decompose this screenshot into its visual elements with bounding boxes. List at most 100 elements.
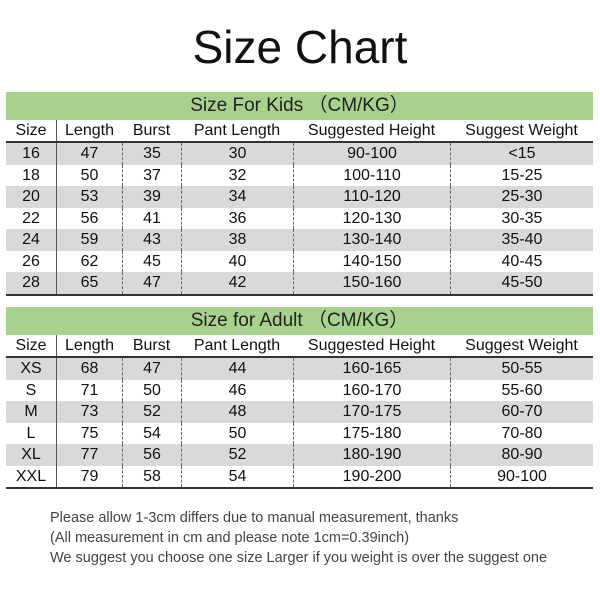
table-cell: 160-170 <box>293 379 450 401</box>
table-cell: 35-40 <box>450 229 593 251</box>
kids-table-heading: Size For Kids （CM/KG） <box>6 92 593 120</box>
kids-size-table: Size For Kids （CM/KG） Size Length Burst Pan… <box>6 92 593 296</box>
table-cell: S <box>25 381 37 399</box>
table-row: M 73 52 48 170-175 60-70 <box>6 401 593 423</box>
table-cell: 16 <box>22 145 40 162</box>
table-cell: 52 <box>122 401 181 423</box>
table-cell: 170-175 <box>293 401 450 423</box>
table-cell: 28 <box>22 274 40 291</box>
table-row: 18 50 37 32 100-110 15-25 <box>6 164 593 186</box>
adult-table-heading: Size for Adult （CM/KG） <box>6 307 593 335</box>
table-cell: L <box>26 424 36 442</box>
column-header: Burst <box>132 122 171 139</box>
table-cell: 150-160 <box>293 272 450 294</box>
table-cell: 50-55 <box>450 358 593 380</box>
table-cell: 18 <box>22 166 40 184</box>
table-cell: 140-150 <box>293 250 450 272</box>
column-header: Suggest Weight <box>465 122 578 139</box>
table-cell: 58 <box>122 465 181 487</box>
table-cell: 30-35 <box>450 207 593 229</box>
table-cell: 47 <box>122 358 181 380</box>
column-header: Pant Length <box>193 122 281 139</box>
table-cell: 41 <box>122 207 181 229</box>
table-row: L 75 54 50 175-180 70-80 <box>6 422 593 444</box>
note-line: (All measurement in cm and please note 1… <box>50 530 410 546</box>
table-row: 28 65 47 42 150-160 45-50 <box>6 272 593 296</box>
table-cell: 37 <box>122 164 181 186</box>
table-cell: 40 <box>181 250 293 272</box>
table-cell: 190-200 <box>293 465 450 487</box>
table-cell: 40-45 <box>450 250 593 272</box>
table-cell: 43 <box>122 229 181 251</box>
table-cell: 75 <box>56 422 122 444</box>
table-cell: 50 <box>181 422 293 444</box>
table-cell: XXL <box>15 467 47 485</box>
table-cell: 175-180 <box>293 422 450 444</box>
table-cell: 30 <box>181 143 293 165</box>
table-cell: 90-100 <box>293 143 450 165</box>
table-cell: 56 <box>122 444 181 466</box>
table-row: S 71 50 46 160-170 55-60 <box>6 379 593 401</box>
table-cell: 35 <box>122 143 181 165</box>
table-cell: XS <box>20 360 42 377</box>
table-row: 22 56 41 36 120-130 30-35 <box>6 207 593 229</box>
table-cell: 100-110 <box>293 164 450 186</box>
table-cell: 47 <box>56 143 122 165</box>
table-cell: 22 <box>22 209 40 227</box>
table-cell: 38 <box>181 229 293 251</box>
column-header: Length <box>56 120 122 141</box>
table-cell: 39 <box>122 186 181 208</box>
column-header: Size <box>15 337 47 354</box>
table-cell: 54 <box>122 422 181 444</box>
column-header: Suggested Height <box>307 337 436 354</box>
table-cell: 50 <box>122 379 181 401</box>
table-row: XXL 79 58 54 190-200 90-100 <box>6 465 593 489</box>
table-header-row: Size Length Burst Pant Length Suggested Heig… <box>6 335 593 358</box>
table-cell: 36 <box>181 207 293 229</box>
table-cell: 48 <box>181 401 293 423</box>
notes: Please allow 1-3cm differs due to manual… <box>50 508 547 568</box>
table-cell: 53 <box>56 186 122 208</box>
note-line: We suggest you choose one size Larger if… <box>50 550 548 566</box>
note-line: Please allow 1-3cm differs due to manual… <box>50 510 459 526</box>
table-cell: 32 <box>181 164 293 186</box>
column-header: Burst <box>132 337 171 354</box>
table-cell: 45-50 <box>450 272 593 294</box>
table-cell: 45 <box>122 250 181 272</box>
table-cell: 15-25 <box>450 164 593 186</box>
table-cell: 130-140 <box>293 229 450 251</box>
table-cell: 46 <box>181 379 293 401</box>
table-cell: 60-70 <box>450 401 593 423</box>
column-header: Length <box>56 335 122 356</box>
table-cell: 160-165 <box>293 358 450 380</box>
table-row: XS 68 47 44 160-165 50-55 <box>6 358 593 380</box>
table-cell: 110-120 <box>293 186 450 208</box>
table-cell: 80-90 <box>450 444 593 466</box>
table-cell: <15 <box>450 143 593 165</box>
table-cell: 52 <box>181 444 293 466</box>
table-cell: 56 <box>56 207 122 229</box>
column-header: Suggest Weight <box>465 337 578 354</box>
table-cell: 180-190 <box>293 444 450 466</box>
table-row: 20 53 39 34 110-120 25-30 <box>6 186 593 208</box>
table-cell: 20 <box>22 188 40 205</box>
column-header: Suggested Height <box>307 122 436 139</box>
table-cell: 44 <box>181 358 293 380</box>
table-cell: 77 <box>56 444 122 466</box>
table-cell: 50 <box>56 164 122 186</box>
table-cell: XL <box>21 446 41 463</box>
table-cell: 70-80 <box>450 422 593 444</box>
table-cell: M <box>24 403 38 420</box>
table-cell: 25-30 <box>450 186 593 208</box>
adult-size-table: Size for Adult （CM/KG） Size Length Burst Pa… <box>6 307 593 489</box>
table-row: 26 62 45 40 140-150 40-45 <box>6 250 593 272</box>
table-cell: 26 <box>22 252 40 270</box>
table-cell: 59 <box>56 229 122 251</box>
table-cell: 120-130 <box>293 207 450 229</box>
table-cell: 24 <box>22 231 40 248</box>
table-cell: 71 <box>56 379 122 401</box>
table-cell: 90-100 <box>450 465 593 487</box>
table-cell: 34 <box>181 186 293 208</box>
table-cell: 65 <box>56 272 122 294</box>
table-cell: 55-60 <box>450 379 593 401</box>
